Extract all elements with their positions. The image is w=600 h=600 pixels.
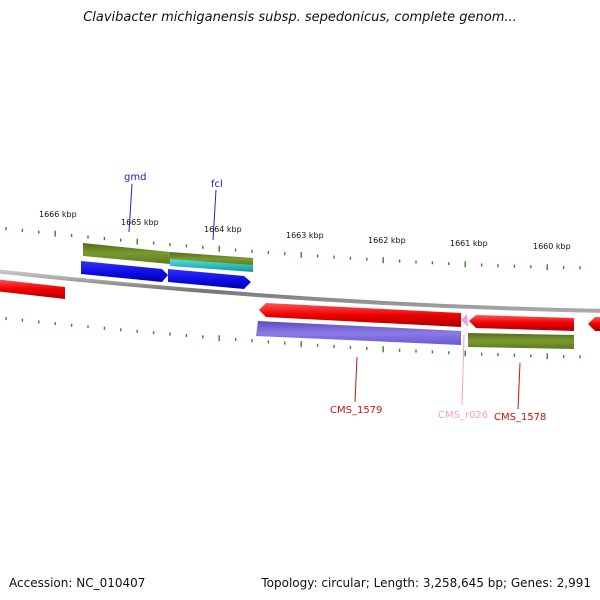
gene-bar-gmd[interactable] xyxy=(83,243,170,264)
scale-label-1662: 1662 kbp xyxy=(368,236,406,245)
scale-labels: 1666 kbp 1665 kbp 1664 kbp 1663 kbp 1662… xyxy=(39,210,571,251)
cds-arrow-right[interactable] xyxy=(588,317,600,331)
leader-cms1578 xyxy=(517,362,521,410)
cds-arrow-cms1578[interactable] xyxy=(469,315,574,331)
forward-strand-features xyxy=(0,243,253,299)
label-fcl[interactable]: fcl xyxy=(211,179,223,190)
scale-ticks-upper xyxy=(5,227,581,271)
gene-bar-fcl[interactable] xyxy=(170,252,253,266)
scale-label-1663: 1663 kbp xyxy=(286,231,324,240)
cds-bar-left[interactable] xyxy=(0,279,65,299)
label-cmsr026[interactable]: CMS_r026 xyxy=(438,410,488,421)
cds-arrow-cms1579[interactable] xyxy=(259,303,461,327)
cds-arrow-gmd[interactable] xyxy=(81,261,168,282)
reverse-strand-features xyxy=(256,303,600,349)
cyan-bar-fcl[interactable] xyxy=(170,259,253,272)
label-cms1579[interactable]: CMS_1579 xyxy=(330,405,382,416)
gene-labels: gmd fcl CMS_1579 CMS_r026 CMS_1578 xyxy=(124,172,546,423)
leader-fcl xyxy=(212,189,217,241)
genome-summary-text: Topology: circular; Length: 3,258,645 bp… xyxy=(261,576,591,590)
scale-label-1660: 1660 kbp xyxy=(533,242,571,251)
scale-ticks-lower xyxy=(5,317,581,360)
scale-label-1664: 1664 kbp xyxy=(204,225,242,234)
leader-cmsr026 xyxy=(461,334,465,406)
scale-label-1666: 1666 kbp xyxy=(39,210,77,219)
cds-arrow-fcl[interactable] xyxy=(168,269,251,289)
gene-bar-cms1578[interactable] xyxy=(468,333,574,349)
scale-label-1661: 1661 kbp xyxy=(450,239,488,248)
label-gmd[interactable]: gmd xyxy=(124,172,146,183)
accession-text: Accession: NC_010407 xyxy=(9,576,146,590)
rna-cmsr026[interactable] xyxy=(461,314,468,327)
scale-label-1665: 1665 kbp xyxy=(121,218,159,227)
leader-cms1579 xyxy=(354,356,358,403)
label-cms1578[interactable]: CMS_1578 xyxy=(494,412,546,423)
map-title: Clavibacter michiganensis subsp. sepedon… xyxy=(83,10,517,25)
leader-gmd xyxy=(128,183,133,233)
gene-bar-cms1579[interactable] xyxy=(256,321,461,345)
genome-backbone xyxy=(0,269,600,313)
